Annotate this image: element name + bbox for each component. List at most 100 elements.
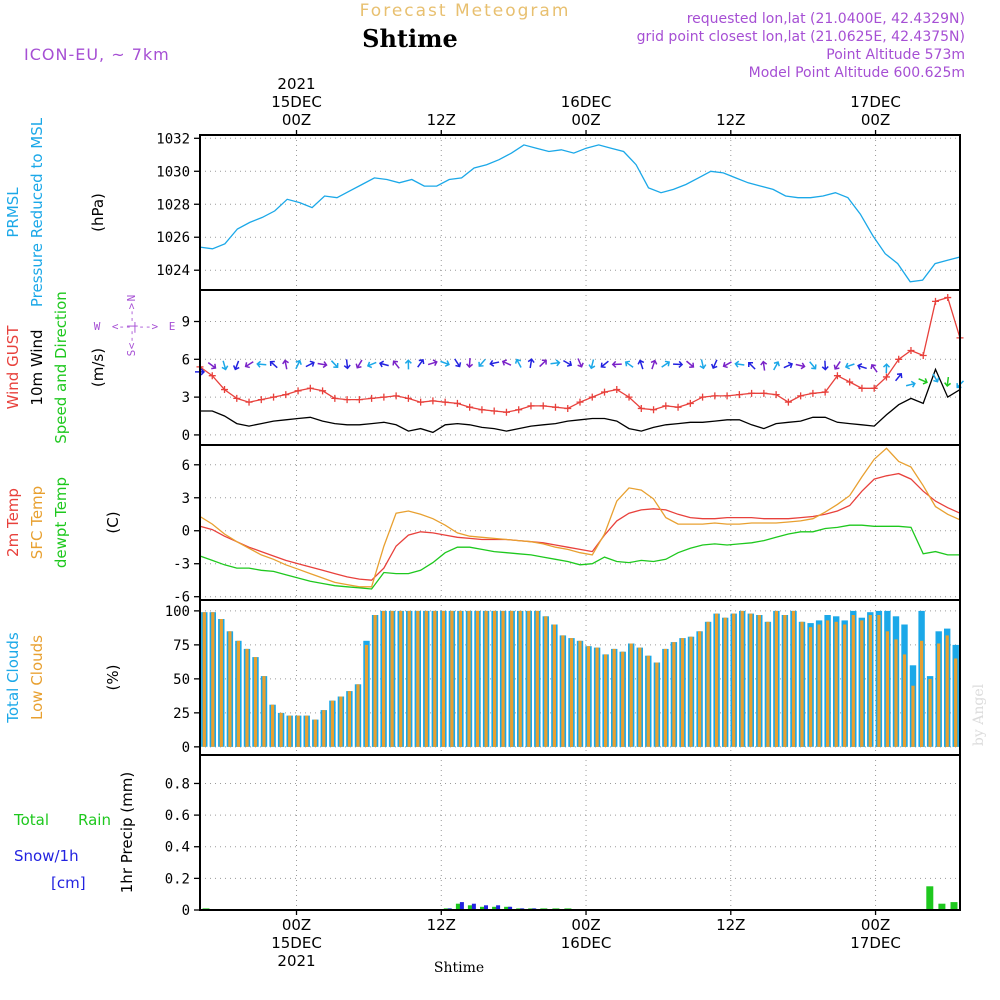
time-label: 16DEC [561,934,612,952]
ytick-label: 1028 [156,197,190,213]
gust-marker [686,399,694,407]
panel-label: Wind GUST [4,325,22,410]
low-cloud-bar [253,657,258,747]
arrow-shape [366,361,377,369]
arrow-shape [295,359,302,370]
arrow-shape [317,361,328,369]
series-10m-wind [200,367,961,434]
arrow-shape [256,360,267,368]
low-cloud-bar [262,676,266,747]
gust-marker [784,398,792,406]
arrow-shape [833,361,841,370]
wind-direction-arrow [501,359,512,366]
compass-arrows-vertical: <--|--> [125,302,138,349]
arrow-shape [305,360,315,368]
low-cloud-bar [458,610,462,747]
low-cloud-bar [219,619,223,747]
gust-marker [221,386,229,394]
series-dewpt-temp [199,524,960,590]
wind-direction-arrow [343,359,351,370]
low-cloud-bar [774,610,778,747]
low-cloud-bar [330,700,334,747]
gust-marker [208,372,216,380]
ytick-label: 0.4 [165,840,190,856]
low-cloud-bar [595,647,599,747]
panel-label: 1hr Precip (mm) [118,772,136,893]
wind-direction-arrow [894,373,903,382]
wind-direction-arrow [600,360,609,369]
gust-marker [601,388,609,396]
arrow-shape [882,363,891,374]
wind-direction-arrow [440,360,450,367]
rain-bar [938,903,946,910]
wind-direction-arrow [392,360,400,369]
low-cloud-bar [586,646,591,747]
arrow-shape [466,358,474,369]
time-label: 00Z [571,111,600,129]
arrow-shape [514,358,522,368]
gust-marker [907,346,915,354]
model-altitude: Model Point Altitude 600.625m [749,65,965,81]
wind-direction-arrow [748,362,756,370]
gust-marker [588,393,596,401]
ytick-label: -3 [173,557,190,573]
arrow-shape [550,359,561,367]
low-cloud-bar [800,621,804,747]
low-cloud-bar [920,640,924,747]
gust-marker [699,393,707,401]
gust-marker [306,384,314,392]
station-title: Shtime [362,24,458,53]
panels-layer: 1024 1026 1028 1030 1032 PRMSL Pressure Reduce… [4,117,965,919]
snow-bar [471,903,476,910]
gust-marker [515,406,523,414]
low-cloud-bar [373,615,377,747]
wind-direction-arrow [317,361,328,369]
wind-direction-arrow [577,358,584,368]
low-cloud-bar [228,631,232,747]
arrow-shape [282,359,289,370]
arrow-shape [748,362,756,370]
low-cloud-bar [202,612,206,747]
arrow-shape [783,361,794,369]
compass-south: S [125,350,138,357]
gust-marker [490,407,498,415]
arrow-shape [539,359,547,368]
gust-marker [233,394,241,402]
gust-marker [723,392,731,400]
low-cloud-bar [860,620,864,747]
panel-wind: 0 3 6 9 Wind GUST 10m Wind Speed and Direction… [4,289,965,446]
arrow-shape [330,360,339,369]
panel-label: Total Clouds [4,632,22,724]
low-cloud-bar [347,691,351,747]
time-label: 12Z [427,111,456,129]
low-cloud-bar [484,610,488,747]
gust-marker [564,404,572,412]
series-prmsl [199,144,961,283]
low-cloud-bar [723,617,727,747]
legend-snow-unit: [cm] [51,874,86,892]
wind-direction-arrow [466,358,474,369]
wind-direction-arrow [563,359,573,367]
gust-marker [257,396,265,404]
arrow-shape [404,359,412,370]
legend-snow: Snow/1h [14,847,79,865]
arrow-shape [207,362,217,370]
ytick-label: 1032 [156,131,190,147]
gust-marker [429,397,437,405]
gust-marker [821,388,829,396]
time-label: 15DEC [271,934,322,952]
low-cloud-bar [902,654,907,747]
arrow-shape [269,360,278,369]
gust-marker [466,403,474,411]
arrow-shape [795,362,806,370]
arrow-shape [440,360,450,367]
compass-west: W [94,320,101,333]
gust-marker [895,355,903,363]
low-cloud-bar [561,635,565,747]
low-cloud-bar [518,610,522,747]
snow-bar [484,905,488,910]
low-cloud-bar [552,624,556,747]
wind-direction-arrow [232,360,240,371]
low-cloud-bar [894,639,898,747]
wind-direction-arrow [611,360,622,368]
